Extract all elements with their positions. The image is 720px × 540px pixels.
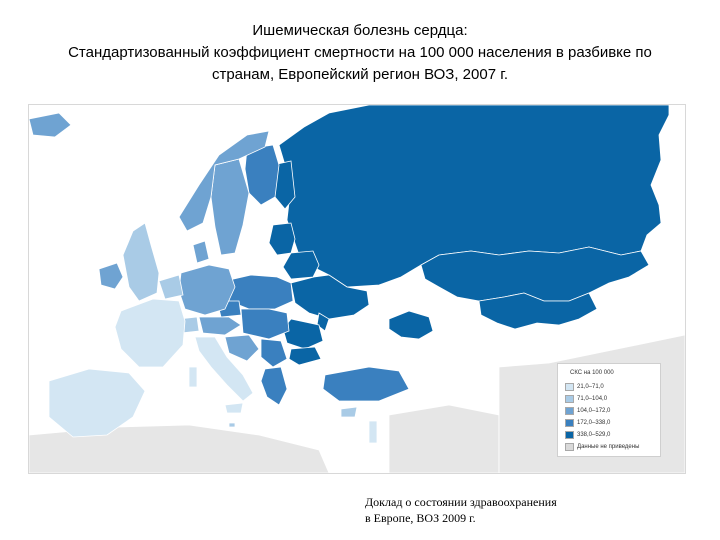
- class-2-regions: [122, 222, 358, 428]
- class-4-regions: [216, 144, 410, 406]
- croatia-bosnia-region: [224, 334, 260, 362]
- greece-region: [260, 366, 288, 406]
- austria-slovenia-region: [198, 316, 242, 336]
- legend-swatch: [565, 419, 574, 427]
- map-panel: СКС на 100 000 21,0–71,0 71,0–104,0 104,0–…: [28, 104, 686, 474]
- norway-region: [178, 130, 270, 232]
- sicily-region: [224, 402, 244, 414]
- benelux-region: [158, 274, 184, 300]
- belarus-region: [282, 250, 320, 280]
- legend-label: 338,0–529,0: [577, 432, 611, 438]
- legend-swatch: [565, 443, 574, 451]
- legend-item: Данные не приведены: [565, 442, 639, 452]
- legend-item: 104,0–172,0: [565, 406, 610, 416]
- legend-label: Данные не приведены: [577, 444, 640, 450]
- sweden-region: [210, 158, 250, 256]
- map-title: Ишемическая болезнь сердца: Стандартизов…: [0, 20, 720, 86]
- title-line-1: Ишемическая болезнь сердца:: [252, 22, 468, 39]
- caucasus-region: [388, 310, 434, 340]
- finland-region: [244, 144, 280, 206]
- legend-item: 338,0–529,0: [565, 430, 610, 440]
- legend-label: 21,0–71,0: [577, 384, 604, 390]
- title-line-3: странам, Европейский регион ВОЗ, 2007 г.: [211, 66, 509, 83]
- ukraine-region: [290, 274, 370, 320]
- source-note: Доклад о состоянии здравоохранения в Евр…: [365, 494, 665, 526]
- legend-swatch: [565, 395, 574, 403]
- sardinia-region: [188, 366, 198, 388]
- moldova-region: [316, 312, 330, 332]
- class-5-regions: [268, 105, 670, 366]
- legend-swatch: [565, 383, 574, 391]
- denmark-region: [192, 240, 210, 264]
- legend-label: 172,0–338,0: [577, 420, 611, 426]
- source-line-1: Доклад о состоянии здравоохранения: [365, 495, 557, 509]
- middle-east-land: [388, 404, 500, 473]
- legend-title: СКС на 100 000: [570, 370, 614, 376]
- italy-region: [194, 336, 254, 402]
- map-legend: СКС на 100 000 21,0–71,0 71,0–104,0 104,0–…: [557, 363, 661, 457]
- class-1-regions: [48, 298, 378, 444]
- source-line-2: в Европе, ВОЗ 2009 г.: [365, 511, 476, 525]
- uk-region: [122, 222, 160, 302]
- ireland-region: [98, 262, 124, 290]
- iberia-region: [48, 368, 146, 438]
- legend-label: 104,0–172,0: [577, 408, 611, 414]
- class-3-regions: [29, 112, 270, 362]
- legend-item: 21,0–71,0: [565, 382, 604, 392]
- legend-item: 71,0–104,0: [565, 394, 607, 404]
- bulgaria-region: [288, 346, 322, 366]
- france-region: [114, 298, 186, 368]
- title-line-2: Стандартизованный коэффициент смертности…: [68, 44, 652, 61]
- malta-region: [228, 422, 236, 428]
- north-africa-land: [29, 424, 330, 473]
- germany-region: [178, 264, 236, 316]
- cyprus-region: [340, 406, 358, 418]
- russia-region: [278, 105, 670, 288]
- baltic-region: [268, 222, 296, 256]
- legend-swatch: [565, 431, 574, 439]
- iceland-region: [29, 112, 72, 138]
- central-asia-region: [478, 292, 598, 330]
- kazakhstan-region: [420, 246, 650, 302]
- legend-label: 71,0–104,0: [577, 396, 608, 402]
- slovakia-hungary-region: [240, 308, 290, 340]
- legend-swatch: [565, 407, 574, 415]
- israel-region: [368, 420, 378, 444]
- legend-item: 172,0–338,0: [565, 418, 610, 428]
- serbia-region: [260, 338, 288, 368]
- turkey-region: [322, 366, 410, 402]
